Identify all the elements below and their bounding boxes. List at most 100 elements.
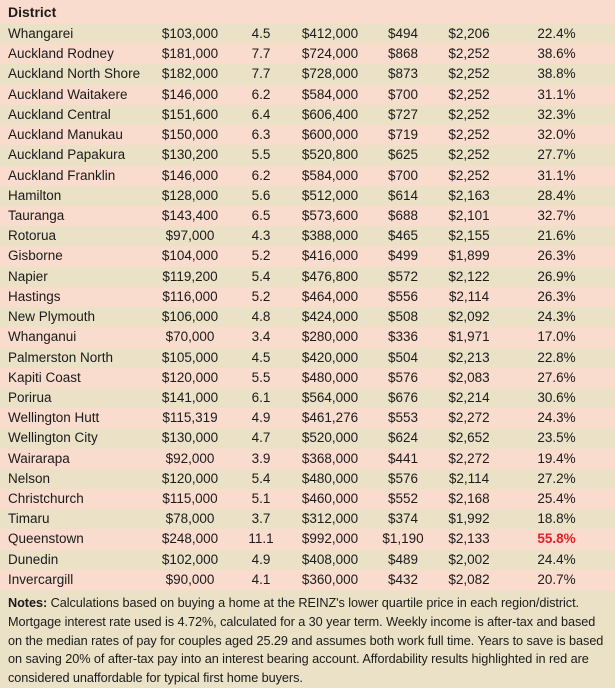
weekly-income-cell: $2,252 [448,147,490,163]
table-row: Auckland Papakura $130,200 5.5 $520,800 … [0,145,615,166]
affordability-cell: 21.6% [537,228,576,244]
table-row: Auckland Franklin $146,000 6.2 $584,000 … [0,165,615,186]
deposit-cell: $70,000 [165,329,215,345]
years-to-save-cell: 4.1 [251,571,271,587]
weekly-payment-cell: $494 [387,26,419,41]
table-row: Christchurch $115,000 5.1 $460,000 $552 … [0,489,615,510]
weekly-payment-cell: $489 [387,551,419,567]
weekly-payment-cell: $719 [387,127,419,143]
deposit-cell: $130,200 [161,147,219,163]
weekly-payment-cell: $700 [387,86,419,102]
table-row: Wellington City $130,000 4.7 $520,000 $6… [0,428,615,449]
table-row: Hastings $116,000 5.2 $464,000 $556 $2,1… [0,286,615,308]
years-to-save-cell: 6.4 [251,106,271,122]
weekly-payment-cell: $572 [387,268,419,284]
district-cell: Auckland Papakura [8,147,126,163]
table-header-row: District [0,0,615,24]
district-cell: Dunedin [8,551,59,567]
weekly-income-cell: $1,971 [448,329,490,345]
table-row: Auckland North Shore $182,000 7.7 $728,0… [0,64,615,85]
weekly-income-cell: $2,252 [448,66,490,82]
affordability-cell: 22.4% [537,26,576,41]
affordability-cell: 19.4% [537,450,576,466]
weekly-income-cell: $2,101 [448,207,490,223]
house-price-cell: $606,400 [301,106,359,122]
years-to-save-cell: 5.6 [251,187,271,203]
weekly-payment-cell: $688 [387,207,419,223]
affordability-table: Whangarei $103,000 4.5 $412,000 $494 $2,… [0,24,615,591]
affordability-cell: 31.1% [537,86,576,102]
deposit-cell: $181,000 [161,46,219,62]
years-to-save-cell: 4.9 [251,551,271,567]
table-row: Tauranga $143,400 6.5 $573,600 $688 $2,1… [0,205,615,227]
deposit-cell: $104,000 [161,248,219,264]
affordability-cell: 38.8% [537,66,576,82]
deposit-cell: $150,000 [161,127,219,143]
weekly-payment-cell: $336 [387,329,419,345]
deposit-cell: $120,000 [161,470,219,486]
deposit-cell: $90,000 [165,571,215,587]
years-to-save-cell: 3.4 [251,329,271,345]
house-price-cell: $600,000 [301,127,359,143]
weekly-income-cell: $1,992 [448,511,490,527]
years-to-save-cell: 6.2 [251,86,271,102]
notes-body: Calculations based on buying a home at t… [8,596,604,685]
district-cell: Whanganui [8,329,77,345]
affordability-cell: 24.4% [537,551,576,567]
table-row: Timaru $78,000 3.7 $312,000 $374 $1,992 … [0,509,615,530]
affordability-cell: 20.7% [537,571,576,587]
district-cell: Gisborne [8,248,63,264]
years-to-save-cell: 4.8 [251,309,271,325]
affordability-cell: 55.8% [537,531,576,547]
district-cell: Porirua [8,389,52,405]
house-price-cell: $460,000 [301,491,359,507]
house-price-cell: $480,000 [301,369,359,385]
weekly-income-cell: $2,252 [448,167,490,183]
house-price-cell: $480,000 [301,470,359,486]
column-header-district: District [8,4,57,20]
affordability-cell: 27.7% [537,147,576,163]
house-price-cell: $312,000 [301,511,359,527]
years-to-save-cell: 4.5 [251,26,271,41]
deposit-cell: $128,000 [161,187,219,203]
district-cell: Tauranga [8,207,65,223]
district-cell: Auckland Manukau [8,127,123,143]
district-cell: Whangarei [8,26,74,41]
weekly-income-cell: $2,252 [448,106,490,122]
deposit-cell: $103,000 [161,26,219,41]
table-row: Porirua $141,000 6.1 $564,000 $676 $2,21… [0,387,615,409]
house-price-cell: $461,276 [301,410,359,426]
deposit-cell: $151,600 [161,106,219,122]
years-to-save-cell: 11.1 [248,531,274,547]
deposit-cell: $102,000 [161,551,219,567]
years-to-save-cell: 7.7 [251,66,271,82]
weekly-payment-cell: $374 [387,511,419,527]
affordability-cell: 30.6% [537,389,576,405]
house-price-cell: $564,000 [301,389,359,405]
table-row: Rotorua $97,000 4.3 $388,000 $465 $2,155… [0,226,615,247]
weekly-payment-cell: $624 [387,430,419,446]
weekly-income-cell: $2,652 [448,430,490,446]
weekly-payment-cell: $556 [387,288,419,304]
years-to-save-cell: 5.2 [251,248,271,264]
affordability-cell: 32.7% [537,207,576,223]
weekly-income-cell: $2,272 [448,410,490,426]
district-cell: Timaru [8,511,50,527]
weekly-payment-cell: $868 [387,46,419,62]
notes-label: Notes: [8,596,48,611]
table-row: Wairarapa $92,000 3.9 $368,000 $441 $2,2… [0,448,615,469]
district-cell: Wellington City [8,430,98,446]
table-row: Auckland Manukau $150,000 6.3 $600,000 $… [0,125,615,146]
years-to-save-cell: 4.3 [251,228,271,244]
years-to-save-cell: 5.5 [251,147,271,163]
years-to-save-cell: 4.7 [251,430,271,446]
house-price-cell: $360,000 [301,571,359,587]
affordability-cell: 27.6% [537,369,576,385]
table-row: Napier $119,200 5.4 $476,800 $572 $2,122… [0,266,615,287]
house-price-cell: $424,000 [301,309,359,325]
district-cell: Auckland Waitakere [8,86,128,102]
weekly-payment-cell: $499 [387,248,419,264]
district-cell: Invercargill [8,571,74,587]
deposit-cell: $182,000 [161,66,219,82]
